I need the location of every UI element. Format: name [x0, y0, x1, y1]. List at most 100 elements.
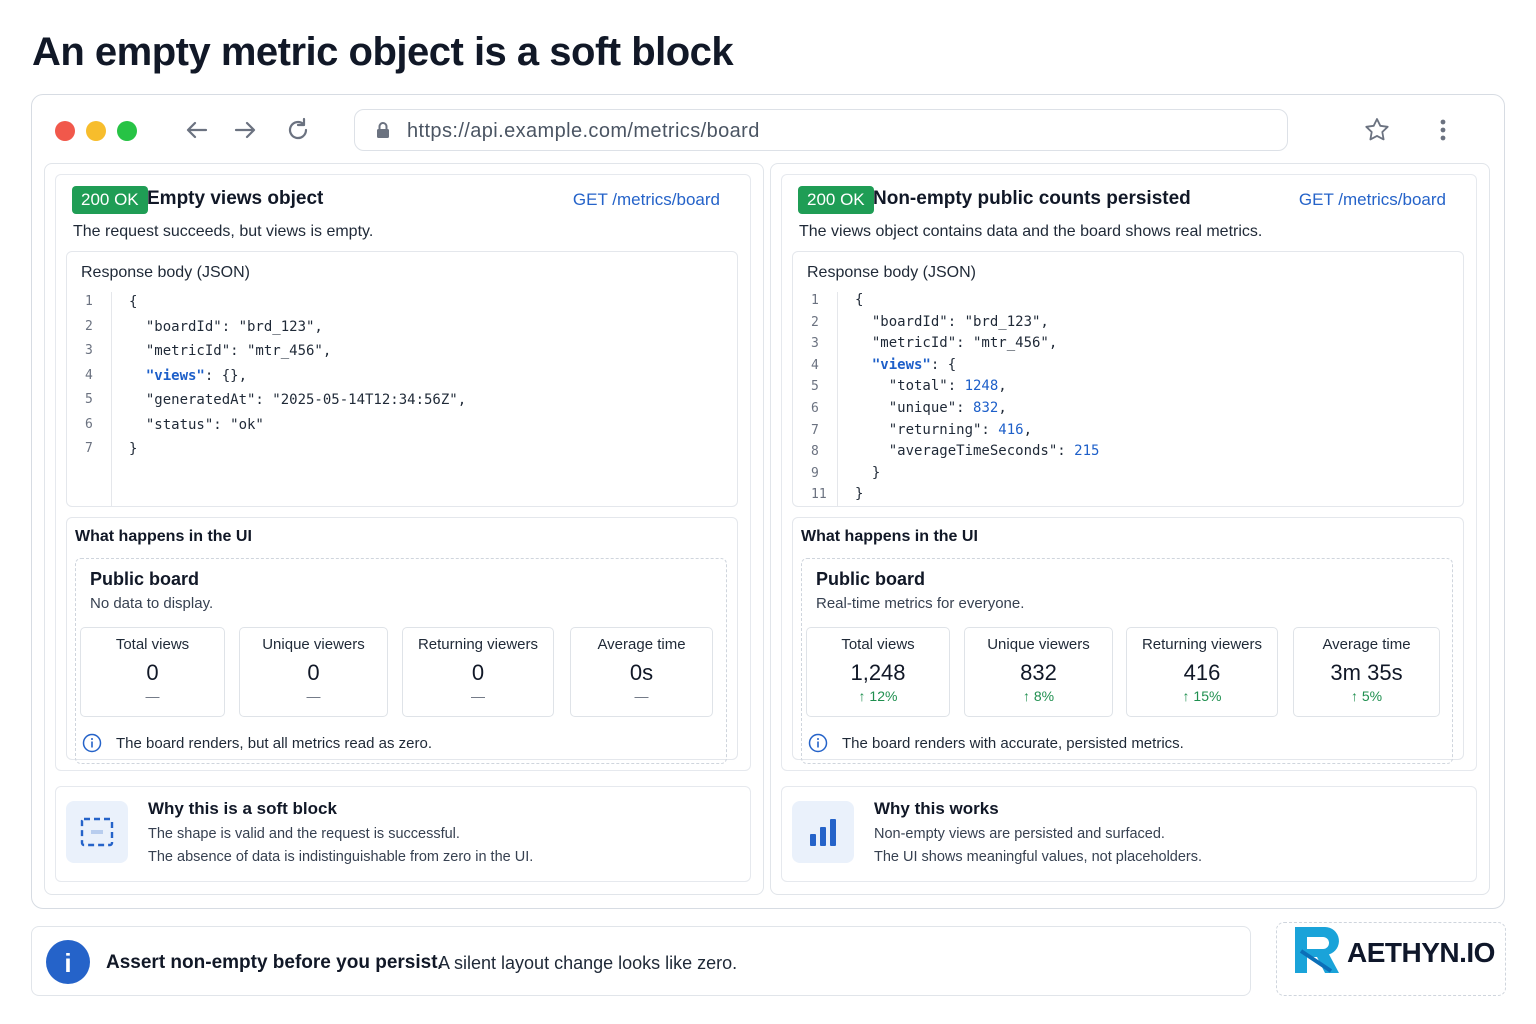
browser-window: https://api.example.com/metrics/board 20…	[31, 94, 1505, 909]
metric-delta: ↑ 15%	[1182, 688, 1222, 704]
metric-card: Average time 3m 35s ↑ 5%	[1293, 627, 1440, 717]
line-number: 6	[811, 400, 819, 416]
metric-value: 3m 35s	[1330, 660, 1403, 685]
endpoint-link[interactable]: GET /metrics/board	[572, 190, 720, 209]
metric-value: 832	[1020, 660, 1057, 685]
code-text: "total": 1248,	[855, 378, 1007, 395]
board-title: Public board	[90, 569, 200, 589]
tip-text: A silent layout change looks like zero.	[438, 953, 738, 973]
code-line: 7 "returning": 416,	[793, 420, 1463, 442]
metric-label: Average time	[1322, 636, 1411, 653]
metric-value: 1,248	[850, 660, 906, 685]
public-board: Public board Real-time metrics for every…	[801, 558, 1453, 764]
response-card-persisted: 200 OK Non-empty public counts persisted…	[781, 174, 1477, 771]
metric-delta: ↑ 12%	[858, 688, 898, 704]
line-number: 2	[85, 318, 93, 334]
line-number: 1	[85, 294, 93, 309]
code-line: 1{	[793, 290, 1463, 312]
back-arrow-icon[interactable]	[182, 115, 212, 145]
line-number: 5	[811, 379, 819, 395]
code-text: {	[855, 292, 864, 308]
line-number: 8	[811, 444, 819, 460]
code-line: 2 "boardId": "brd_123",	[67, 315, 737, 340]
code-text: "boardId": "brd_123",	[855, 313, 1049, 330]
metric-label: Unique viewers	[987, 636, 1090, 653]
metric-label: Returning viewers	[417, 636, 539, 653]
status-badge: 200 OK	[798, 186, 874, 214]
code-gutter	[111, 292, 112, 506]
code-text: }	[855, 486, 864, 503]
ui-label: What happens in the UI	[801, 528, 978, 545]
metric-card: Average time 0s —	[570, 627, 713, 717]
why-soft-block: Why this is a soft block The shape is va…	[55, 786, 751, 882]
metric-label: Total views	[841, 636, 915, 653]
code-text: "metricId": "mtr_456",	[129, 343, 332, 359]
line-number: 4	[811, 357, 819, 373]
reload-icon[interactable]	[283, 115, 313, 145]
metric-card: Total views 1,248 ↑ 12%	[806, 627, 950, 717]
why-title: Why this is a soft block	[148, 799, 337, 818]
ui-preview: What happens in the UI Public board Real…	[792, 517, 1464, 764]
code-lines: 1{2 "boardId": "brd_123", 3 "metricId": "…	[67, 290, 737, 462]
window-minimize-dot[interactable]	[86, 121, 106, 141]
card-title: Empty views object	[147, 188, 324, 209]
json-code-block: Response body (JSON) 1{2 "boardId": "brd…	[792, 251, 1464, 507]
metric-card: Returning viewers 416 ↑ 15%	[1126, 627, 1278, 717]
dashed-frame-icon	[66, 801, 128, 863]
metric-value: 0s	[629, 660, 654, 685]
board-subtitle: No data to display.	[90, 595, 214, 612]
code-text: }	[129, 441, 138, 457]
card-description: The views object contains data and the b…	[799, 223, 1263, 240]
board-note: The board renders with accurate, persist…	[842, 735, 1184, 752]
code-line: 1{	[67, 290, 737, 315]
url-text[interactable]: https://api.example.com/metrics/board	[407, 120, 760, 142]
code-line: 7}	[67, 437, 737, 462]
why-line-1: The shape is valid and the request is su…	[148, 826, 460, 842]
line-number: 7	[811, 422, 819, 438]
metric-value: 0	[471, 660, 485, 685]
metric-label: Returning viewers	[1141, 636, 1263, 653]
code-line: 8 "averageTimeSeconds": 215	[793, 441, 1463, 463]
why-title: Why this works	[874, 799, 999, 818]
metric-card: Total views 0 —	[80, 627, 225, 717]
why-line-2: The absence of data is indistinguishable…	[148, 849, 534, 865]
code-gutter	[837, 292, 838, 506]
code-text: "status": "ok"	[129, 416, 264, 433]
star-icon[interactable]	[1362, 115, 1392, 145]
tip-banner: i Assert non-empty before you persist. A…	[31, 926, 1251, 996]
code-line: 5 "total": 1248,	[793, 376, 1463, 398]
window-maximize-dot[interactable]	[117, 121, 137, 141]
ui-label: What happens in the UI	[75, 528, 252, 545]
line-number: 3	[85, 343, 93, 358]
code-text: "unique": 832,	[855, 399, 1007, 416]
kebab-menu-icon[interactable]	[1428, 115, 1458, 145]
line-number: 2	[811, 314, 819, 330]
metric-delta: —	[145, 688, 160, 704]
line-number: 3	[811, 336, 819, 352]
metric-value: 0	[146, 660, 159, 685]
line-number: 7	[85, 441, 93, 456]
address-bar[interactable]: https://api.example.com/metrics/board	[354, 109, 1288, 151]
info-icon	[82, 733, 102, 753]
code-text: "metricId": "mtr_456",	[855, 335, 1058, 352]
metric-card: Unique viewers 0 —	[239, 627, 388, 717]
window-close-dot[interactable]	[55, 121, 75, 141]
line-number: 4	[85, 367, 93, 383]
code-text: "views": {	[855, 356, 957, 373]
metric-delta: —	[306, 688, 321, 704]
board-title: Public board	[816, 569, 926, 589]
lock-icon	[377, 122, 389, 138]
code-line: 3 "metricId": "mtr_456",	[793, 333, 1463, 355]
endpoint-link[interactable]: GET /metrics/board	[1298, 190, 1446, 209]
code-text: "averageTimeSeconds": 215	[855, 443, 1100, 460]
line-number: 11	[811, 487, 827, 503]
json-code-block: Response body (JSON) 1{2 "boardId": "brd…	[66, 251, 738, 507]
card-description: The request succeeds, but views is empty…	[73, 223, 374, 240]
public-board: Public board No data to display. Total v…	[75, 558, 727, 764]
card-title: Non-empty public counts persisted	[873, 188, 1191, 209]
forward-arrow-icon[interactable]	[230, 115, 260, 145]
metric-card: Returning viewers 0 —	[402, 627, 554, 717]
metric-label: Average time	[597, 636, 686, 653]
code-text: "views": {},	[129, 367, 248, 384]
code-line: 6 "status": "ok"	[67, 413, 737, 438]
